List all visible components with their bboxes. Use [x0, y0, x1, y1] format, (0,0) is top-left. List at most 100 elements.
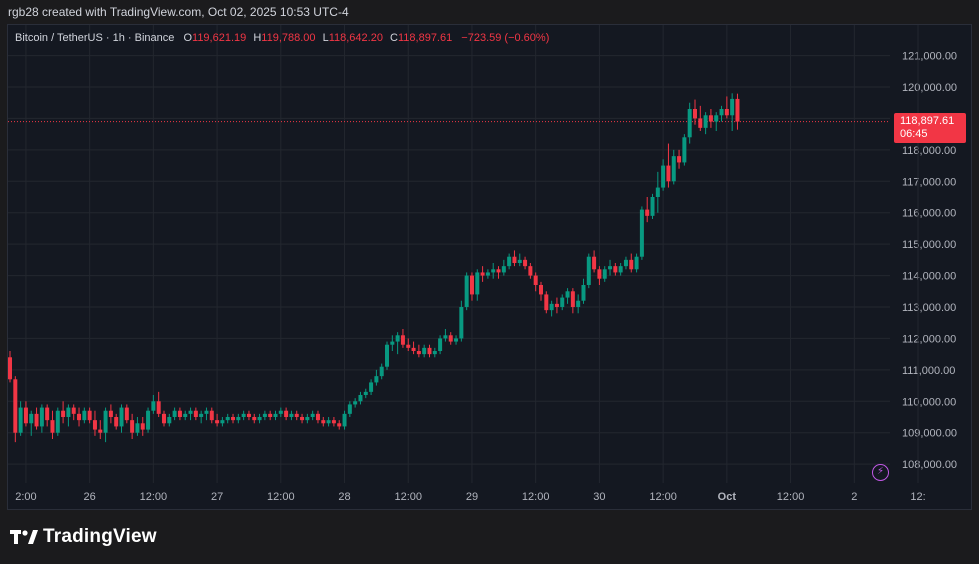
candle-body	[714, 115, 719, 122]
candle-body	[586, 256, 591, 285]
candle-body	[448, 335, 453, 342]
candle-body	[443, 335, 448, 339]
candle-body	[544, 294, 549, 311]
candle-body	[257, 417, 262, 421]
candle-body	[507, 256, 512, 267]
candle-body	[491, 269, 496, 273]
candle-body	[554, 303, 559, 307]
candlestick-chart[interactable]: 121,000.00120,000.00119,000.00118,000.00…	[8, 25, 971, 509]
candle-body	[416, 351, 421, 355]
candle-body	[459, 307, 464, 339]
y-tick-label: 120,000.00	[902, 82, 957, 94]
candle-body	[103, 410, 108, 433]
candle-body	[517, 259, 522, 263]
candle-body	[119, 407, 124, 427]
y-tick-label: 114,000.00	[902, 271, 956, 283]
candle-body	[18, 407, 23, 433]
x-tick-label: 29	[466, 491, 478, 503]
chart-frame[interactable]: 121,000.00120,000.00119,000.00118,000.00…	[7, 24, 972, 510]
candle-body	[613, 266, 618, 273]
candle-body	[523, 259, 528, 267]
candle-body	[438, 338, 443, 351]
low-label: L	[322, 32, 329, 44]
candle-body	[61, 410, 66, 417]
candle-body	[273, 413, 278, 417]
x-tick-label: 12:00	[394, 491, 422, 503]
tradingview-brand[interactable]: TradingView	[10, 526, 157, 548]
candle-body	[151, 401, 156, 411]
last-price-tag: 118,897.61 06:45	[894, 113, 966, 143]
chart-caption: rgb28 created with TradingView.com, Oct …	[8, 5, 349, 19]
candle-body	[92, 420, 97, 430]
candle-body	[475, 272, 480, 295]
candle-body	[77, 413, 82, 421]
candle-body	[140, 423, 145, 430]
candle-body	[188, 410, 193, 414]
open-value: 119,621.19	[192, 32, 247, 44]
close-value: 118,897.61	[397, 32, 453, 44]
candle-body	[114, 417, 119, 427]
candle-body	[629, 259, 634, 270]
candle-body	[677, 156, 682, 163]
candle-body	[634, 256, 639, 270]
candle-body	[262, 413, 267, 417]
candle-body	[220, 420, 225, 424]
candle-body	[315, 413, 320, 421]
candle-body	[108, 410, 113, 417]
candle-body	[342, 413, 347, 427]
candle-body	[55, 410, 60, 433]
candle-body	[422, 347, 427, 355]
candle-body	[549, 303, 554, 311]
x-tick-label: 2:00	[15, 491, 36, 503]
x-tick-label: 12:	[910, 491, 925, 503]
candle-body	[23, 407, 28, 424]
candle-body	[623, 259, 628, 267]
y-tick-label: 117,000.00	[902, 176, 956, 188]
x-tick-label: 12:00	[267, 491, 295, 503]
candle-body	[321, 420, 326, 424]
candle-body	[698, 118, 703, 128]
candle-body	[406, 344, 411, 348]
candle-body	[400, 335, 405, 345]
x-tick-label: 2	[851, 491, 857, 503]
candle-body	[708, 115, 713, 122]
candle-body	[204, 410, 209, 414]
candle-body	[300, 417, 305, 421]
candle-body	[650, 197, 655, 216]
y-tick-label: 116,000.00	[902, 208, 956, 220]
candle-body	[597, 269, 602, 279]
candle-body	[8, 357, 12, 380]
lightning-bolt-icon[interactable]: ⚡	[872, 464, 889, 481]
candle-body	[209, 410, 214, 421]
candle-body	[464, 275, 469, 307]
candle-body	[289, 413, 294, 417]
candle-body	[294, 413, 299, 417]
y-tick-label: 113,000.00	[902, 302, 956, 314]
candle-body	[347, 404, 352, 414]
candle-body	[284, 410, 289, 417]
change-value: −723.59 (−0.60%)	[461, 32, 550, 44]
candle-body	[687, 109, 692, 138]
candle-body	[34, 413, 39, 427]
candle-body	[528, 266, 533, 276]
x-tick-label: 12:00	[777, 491, 805, 503]
candle-body	[278, 410, 283, 414]
candle-body	[161, 413, 166, 424]
candle-body	[411, 347, 416, 351]
open-label: O	[183, 32, 193, 44]
candle-body	[602, 269, 607, 279]
x-tick-label: Oct	[718, 491, 737, 503]
candle-body	[485, 272, 490, 276]
candle-body	[358, 395, 363, 402]
symbol-label[interactable]: Bitcoin / TetherUS · 1h · Binance	[15, 32, 175, 44]
candle-body	[454, 338, 459, 342]
candle-body	[124, 407, 129, 421]
candle-body	[682, 137, 687, 163]
candle-body	[215, 420, 220, 424]
close-label: C	[390, 32, 398, 44]
candle-body	[82, 410, 87, 421]
candle-body	[199, 413, 204, 417]
y-tick-label: 121,000.00	[902, 51, 957, 63]
candle-body	[39, 407, 44, 427]
candle-body	[363, 391, 368, 395]
